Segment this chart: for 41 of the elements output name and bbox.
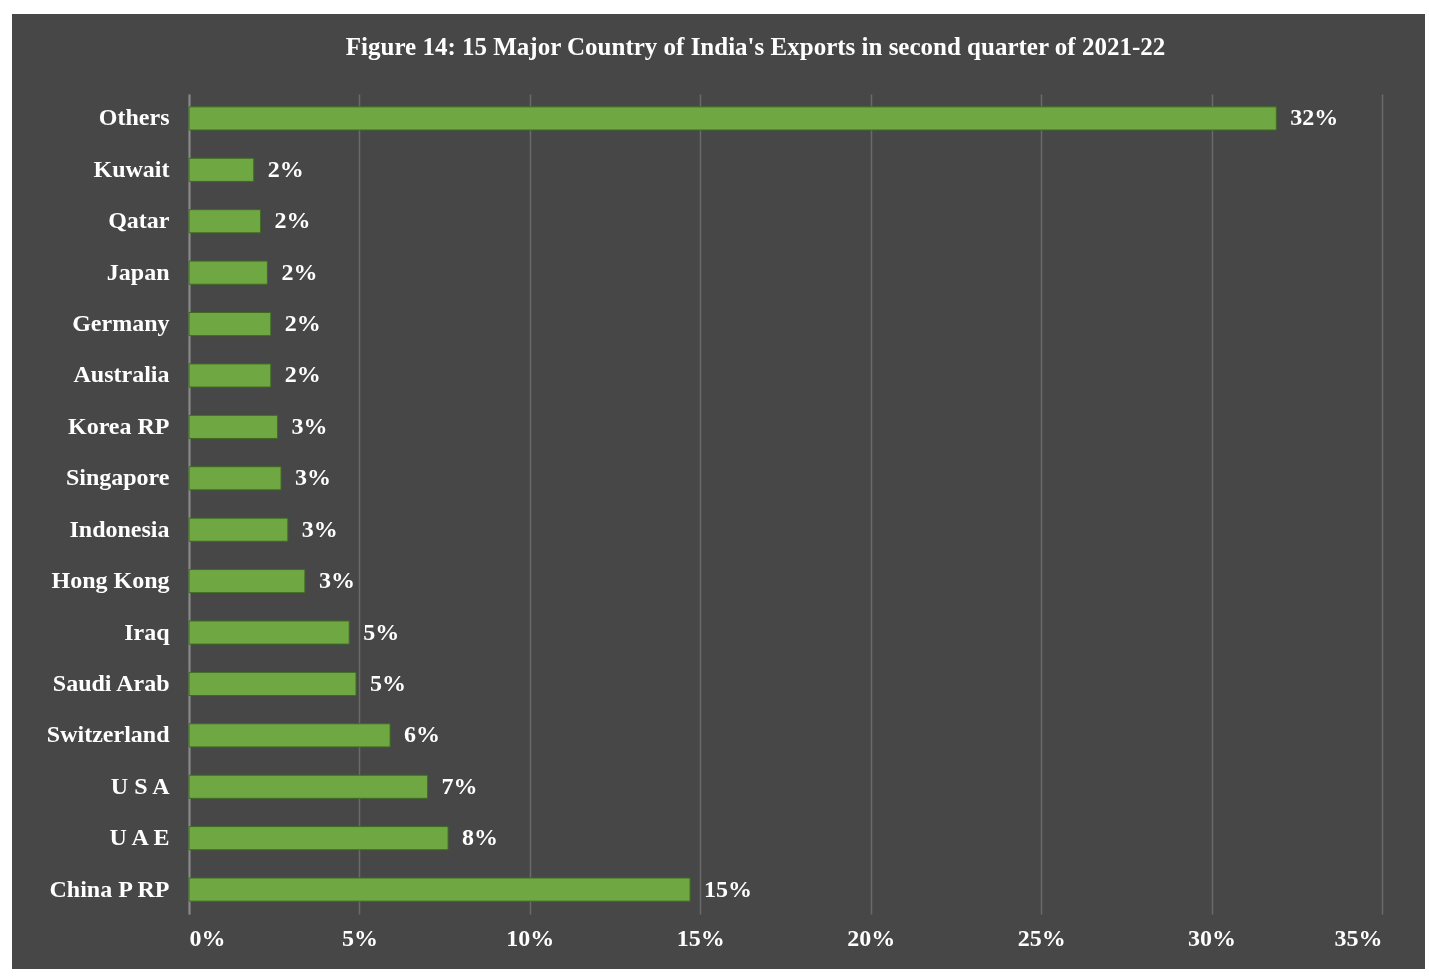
- y-tick-label: Saudi Arab: [52, 669, 170, 696]
- y-tick-label: Indonesia: [69, 515, 170, 542]
- data-label: 2%: [284, 361, 321, 388]
- data-label: 7%: [441, 772, 478, 799]
- y-tick-label: U A E: [109, 824, 170, 851]
- y-tick-label: Hong Kong: [51, 567, 170, 594]
- data-label: 3%: [291, 412, 328, 439]
- data-label: 5%: [370, 669, 407, 696]
- y-tick-label: China P RP: [49, 875, 170, 902]
- data-label: 2%: [274, 207, 311, 234]
- data-label: 15%: [704, 875, 753, 902]
- x-tick-label: 10%: [506, 924, 555, 951]
- y-tick-label: U S A: [110, 772, 171, 799]
- data-label: 3%: [295, 464, 332, 491]
- y-tick-label: Germany: [72, 310, 170, 337]
- y-tick-label: Kuwait: [93, 155, 170, 182]
- y-tick-label: Others: [98, 104, 170, 131]
- x-tick-label: 5%: [341, 924, 378, 951]
- y-tick-label: Singapore: [65, 464, 170, 491]
- data-label: 8%: [462, 824, 499, 851]
- y-tick-label: Japan: [106, 258, 170, 285]
- x-tick-label: 0%: [189, 924, 226, 951]
- y-tick-label: Australia: [73, 361, 170, 388]
- x-tick-label: 30%: [1188, 924, 1237, 951]
- data-label: 6%: [404, 721, 441, 748]
- chart-title: Figure 14: 15 Major Country of India's Exports in second quarter of 2021-22: [345, 33, 1166, 60]
- x-tick-label: 25%: [1017, 924, 1066, 951]
- data-label: 3%: [318, 567, 355, 594]
- data-label: 32%: [1290, 104, 1339, 131]
- data-label: 2%: [281, 258, 318, 285]
- x-tick-label: 20%: [847, 924, 896, 951]
- data-label: 2%: [284, 310, 321, 337]
- x-tick-label: 35%: [1334, 924, 1383, 951]
- y-tick-label: Korea RP: [67, 412, 170, 439]
- y-tick-label: Switzerland: [46, 721, 171, 748]
- data-label: 2%: [267, 155, 304, 182]
- data-label: 5%: [363, 618, 400, 645]
- y-tick-label: Qatar: [108, 207, 170, 234]
- x-tick-label: 15%: [676, 924, 725, 951]
- data-label: 3%: [301, 515, 338, 542]
- y-tick-label: Iraq: [124, 618, 171, 645]
